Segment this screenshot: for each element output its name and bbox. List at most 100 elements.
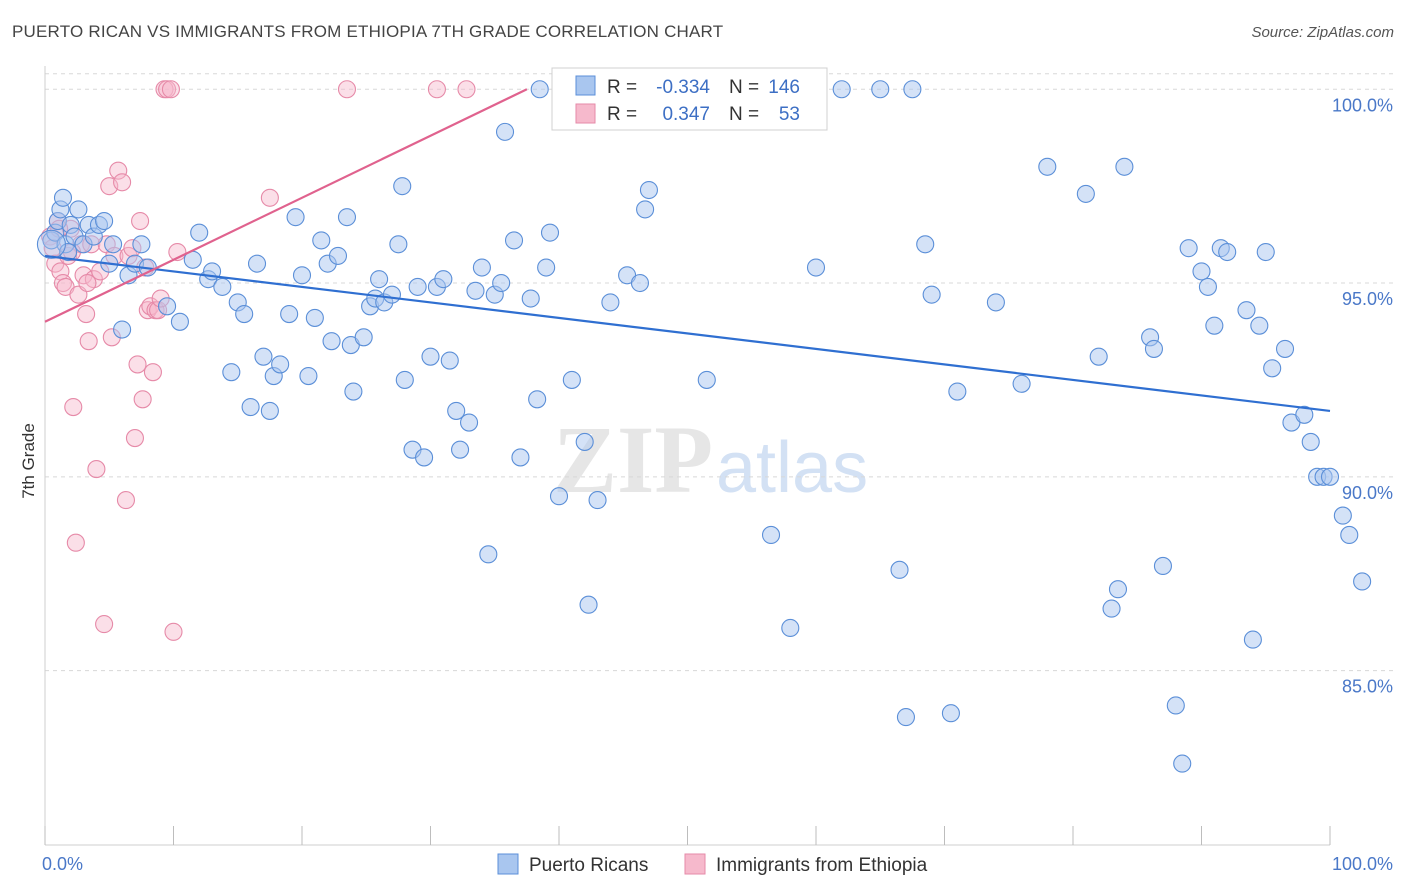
puerto-rican-point: [1295, 405, 1314, 424]
puerto-rican-point: [530, 80, 549, 99]
puerto-rican-point: [344, 382, 363, 401]
puerto-rican-point: [1144, 339, 1164, 358]
ethiopia-point: [109, 161, 128, 180]
puerto-rican-point: [1192, 262, 1211, 281]
puerto-rican-point: [1301, 432, 1320, 451]
y-tick-label: 95.0%: [1342, 289, 1393, 309]
watermark-zip: ZIP: [553, 406, 713, 513]
puerto-rican-point: [1115, 157, 1134, 176]
puerto-rican-point: [158, 297, 177, 316]
puerto-rican-point: [1353, 572, 1372, 591]
puerto-rican-point: [132, 235, 151, 254]
puerto-rican-point: [286, 208, 305, 227]
ethiopia-point: [87, 460, 106, 479]
puerto-rican-point: [59, 242, 78, 262]
ethiopia-point: [337, 80, 357, 99]
puerto-rican-point: [890, 560, 909, 579]
puerto-rican-point: [69, 200, 88, 219]
puerto-rican-point: [941, 704, 960, 723]
ethiopia-point: [95, 615, 114, 634]
puerto-rican-point: [1218, 242, 1237, 262]
ethiopia-point: [79, 332, 98, 351]
puerto-rican-point: [1108, 580, 1128, 599]
puerto-rican-point: [421, 347, 440, 366]
ethiopia-point: [116, 491, 136, 510]
puerto-rican-point: [1166, 696, 1185, 715]
puerto-rican-trend-line: [44, 254, 1331, 413]
ethiopia-point: [133, 390, 152, 409]
watermark-atlas: atlas: [716, 428, 868, 508]
puerto-rican-point: [1198, 277, 1217, 296]
stats-n-value-blue: 146: [768, 77, 800, 98]
puerto-rican-point: [434, 270, 453, 289]
puerto-rican-point: [601, 293, 620, 312]
puerto-rican-point: [1102, 599, 1121, 618]
puerto-rican-point: [292, 266, 312, 285]
puerto-rican-point: [247, 254, 267, 273]
ethiopia-point: [66, 533, 85, 552]
puerto-rican-point: [1076, 184, 1095, 203]
puerto-rican-point: [354, 328, 373, 347]
ethiopia-point: [427, 80, 446, 99]
puerto-rican-point: [588, 491, 607, 510]
puerto-rican-point: [440, 351, 459, 370]
puerto-rican-point: [299, 366, 318, 386]
ethiopia-point: [125, 429, 144, 448]
puerto-rican-point: [190, 223, 209, 242]
puerto-rican-point: [1243, 630, 1262, 649]
legend-label-ethiopia: Immigrants from Ethiopia: [716, 855, 928, 876]
ethiopia-point: [78, 273, 97, 293]
stats-swatch-blue: [575, 75, 596, 96]
axes: [44, 66, 1331, 846]
puerto-rican-point: [1179, 239, 1198, 258]
x-tick-label: 100.0%: [1332, 854, 1393, 874]
y-tick-label: 100.0%: [1332, 95, 1393, 115]
puerto-rican-point: [280, 304, 299, 324]
puerto-rican-point: [305, 308, 324, 327]
trend-lines: [44, 88, 1331, 413]
puerto-rican-point: [1263, 359, 1282, 378]
stats-n-label-pink: N =: [729, 104, 759, 125]
x-tick-labels: 0.0% 100.0%: [42, 854, 1393, 874]
puerto-rican-point: [466, 281, 485, 300]
puerto-rican-point: [492, 273, 511, 293]
puerto-rican-point: [986, 293, 1005, 312]
watermark: ZIP atlas: [553, 406, 868, 513]
puerto-rican-point: [549, 487, 569, 506]
puerto-rican-point: [528, 390, 547, 409]
puerto-rican-point: [53, 188, 73, 207]
puerto-rican-point: [540, 223, 560, 242]
ethiopia-point: [260, 188, 279, 207]
puerto-rican-point: [1250, 316, 1269, 335]
puerto-rican-point: [312, 231, 331, 250]
puerto-rican-point: [235, 304, 254, 324]
puerto-rican-point: [451, 440, 470, 459]
ethiopia-point: [161, 80, 180, 99]
puerto-rican-point: [395, 370, 414, 389]
puerto-rican-point: [382, 285, 402, 304]
puerto-rican-point: [389, 235, 408, 254]
legend-swatch-ethiopia: [684, 853, 706, 875]
puerto-rican-point: [447, 401, 466, 420]
gridlines: [45, 73, 1395, 672]
ethiopia-point: [77, 304, 96, 324]
puerto-rican-point: [916, 235, 935, 254]
puerto-rican-point: [393, 177, 412, 196]
y-axis-label: 7th Grade: [19, 423, 38, 499]
puerto-rican-point: [1205, 316, 1224, 335]
puerto-rican-point: [521, 289, 540, 308]
puerto-rican-point: [562, 370, 581, 389]
stats-legend: R = -0.334 N = 146 R = 0.347 N = 53: [551, 67, 828, 131]
ethiopia-point: [164, 622, 183, 641]
stats-r-value-pink: 0.347: [662, 104, 710, 125]
puerto-rican-point: [504, 231, 524, 250]
y-tick-labels: 85.0% 90.0% 95.0% 100.0%: [1332, 95, 1393, 696]
ethiopia-trend-line: [44, 88, 528, 323]
puerto-rican-point: [922, 285, 941, 304]
puerto-rican-point: [113, 320, 132, 339]
x-tick-label: 0.0%: [42, 854, 83, 874]
puerto-rican-point: [328, 246, 348, 265]
ethiopia-point: [64, 398, 83, 417]
puerto-rican-point: [1256, 242, 1275, 262]
